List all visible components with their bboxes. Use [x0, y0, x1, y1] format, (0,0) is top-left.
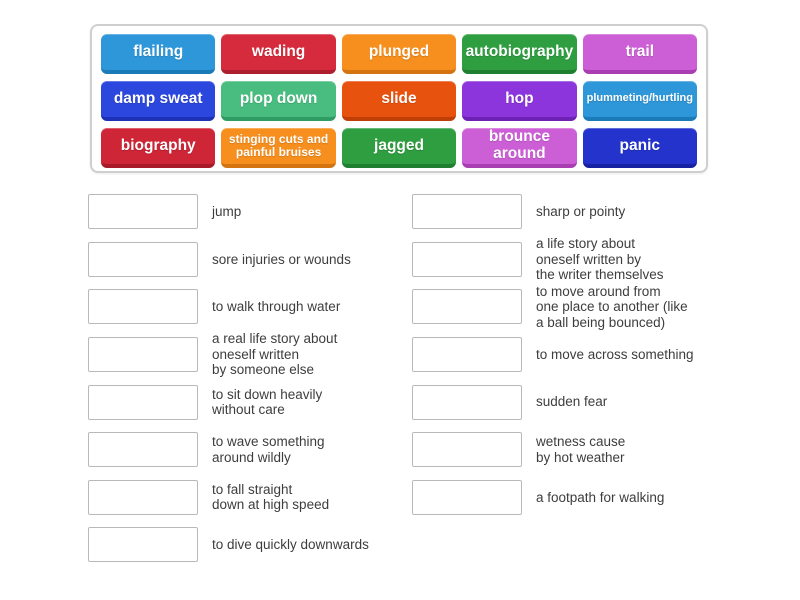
answer-drop-box[interactable]: [412, 241, 522, 277]
answer-drop-box[interactable]: [88, 289, 198, 325]
definition-text: to move across something: [536, 346, 694, 362]
answer-drop-box[interactable]: [88, 241, 198, 277]
word-tile[interactable]: jagged: [341, 128, 457, 168]
answer-drop-box[interactable]: [412, 384, 522, 420]
definition-text: sore injuries or wounds: [212, 251, 351, 267]
definition-text: to walk through water: [212, 299, 341, 315]
definition-text: sudden fear: [536, 394, 608, 410]
answer-drop-box[interactable]: [412, 479, 522, 515]
word-tile[interactable]: brounce around: [462, 128, 577, 168]
tile-grid: flailing wading plunged autobiography trail d…: [92, 26, 706, 168]
word-tile[interactable]: autobiography: [462, 34, 577, 74]
word-tile[interactable]: plummeting/hurtling: [582, 81, 697, 121]
word-tile[interactable]: plunged: [341, 34, 457, 74]
word-tile[interactable]: stinging cuts and painful bruises: [221, 128, 336, 168]
match-row: to sit down heavily without care: [88, 378, 398, 426]
match-row: to fall straight down at high speed: [88, 474, 398, 522]
word-tile-panel: flailing wading plunged autobiography trail d…: [90, 24, 708, 173]
match-row: to walk through water: [88, 283, 398, 331]
match-row: wetness cause by hot weather: [412, 426, 722, 474]
word-tile[interactable]: panic: [582, 128, 697, 168]
answer-drop-box[interactable]: [412, 194, 522, 230]
match-row: to wave something around wildly: [88, 426, 398, 474]
match-row: a footpath for walking: [412, 474, 722, 522]
definition-text: to move around from one place to another…: [536, 283, 688, 330]
word-tile[interactable]: hop: [462, 81, 577, 121]
match-row: jump: [88, 188, 398, 236]
answer-drop-box[interactable]: [412, 432, 522, 468]
word-tile[interactable]: plop down: [221, 81, 336, 121]
match-row: sharp or pointy: [412, 188, 722, 236]
definition-text: sharp or pointy: [536, 204, 626, 219]
match-row: to dive quickly downwards: [88, 521, 398, 569]
definitions-column-left: jump sore injuries or wounds to walk throu…: [88, 188, 398, 569]
definition-text: wetness cause by hot weather: [536, 434, 626, 465]
definition-text: to wave something around wildly: [212, 434, 325, 465]
definitions-column-right: sharp or pointy a life story about onesel…: [412, 188, 722, 521]
match-row: a real life story about oneself written …: [88, 331, 398, 379]
word-tile[interactable]: biography: [101, 128, 216, 168]
definition-text: to fall straight down at high speed: [212, 481, 330, 513]
word-tile[interactable]: flailing: [101, 34, 216, 74]
word-tile[interactable]: slide: [341, 81, 457, 121]
answer-drop-box[interactable]: [88, 337, 198, 373]
definition-text: a life story about oneself written by th…: [536, 236, 664, 283]
word-tile[interactable]: wading: [221, 34, 336, 74]
definition-text: to dive quickly downwards: [212, 537, 369, 553]
definition-text: jump: [212, 204, 242, 219]
word-tile[interactable]: trail: [582, 34, 697, 74]
match-row: a life story about oneself written by th…: [412, 236, 722, 284]
answer-drop-box[interactable]: [412, 289, 522, 325]
answer-drop-box[interactable]: [88, 194, 198, 230]
word-tile[interactable]: damp sweat: [101, 81, 216, 121]
answer-drop-box[interactable]: [88, 432, 198, 468]
match-row: to move around from one place to another…: [412, 283, 722, 331]
answer-drop-box[interactable]: [412, 337, 522, 373]
match-row: to move across something: [412, 331, 722, 379]
match-row: sore injuries or wounds: [88, 236, 398, 284]
answer-drop-box[interactable]: [88, 479, 198, 515]
definition-text: a real life story about oneself written …: [212, 331, 338, 378]
answer-drop-box[interactable]: [88, 527, 198, 563]
answer-drop-box[interactable]: [88, 384, 198, 420]
match-row: sudden fear: [412, 378, 722, 426]
definition-text: a footpath for walking: [536, 489, 665, 505]
definition-text: to sit down heavily without care: [212, 386, 323, 418]
